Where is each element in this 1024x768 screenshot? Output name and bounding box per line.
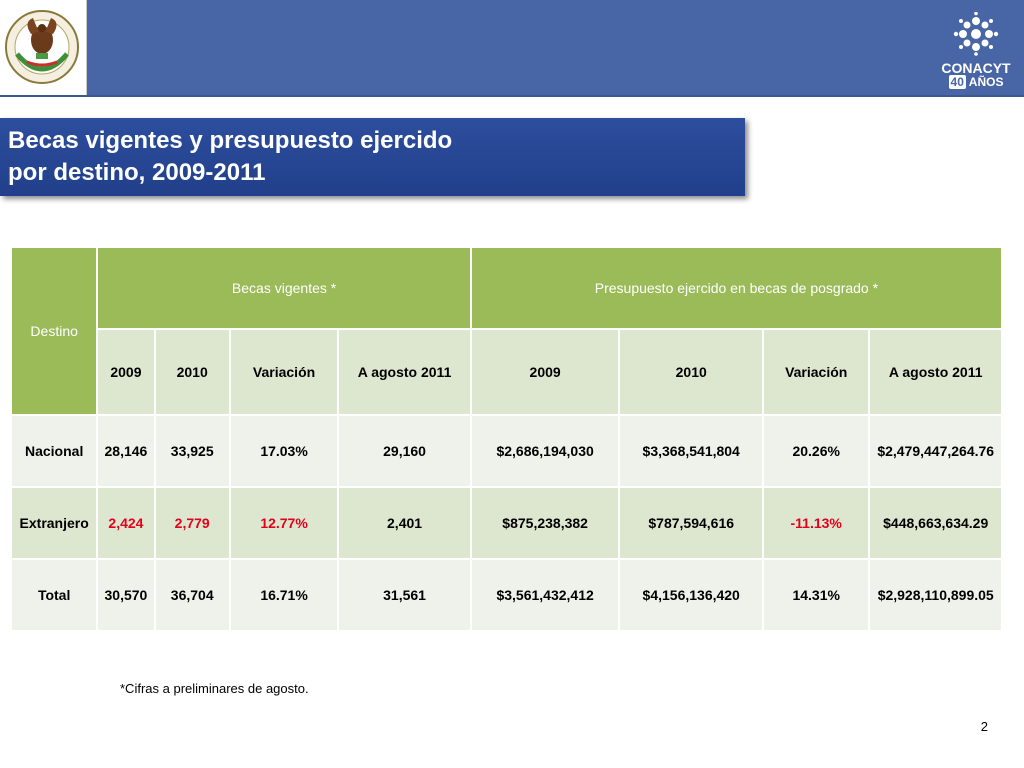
table-cell: 2,779 [155, 488, 229, 558]
title-line-1: Becas vigentes y presupuesto ejercido [8, 127, 453, 154]
subheader-2010-becas: 2010 [155, 330, 229, 414]
table-subheader-row: 2009 2010 Variación A agosto 2011 2009 2… [12, 330, 1001, 414]
table-cell: 2,401 [339, 488, 470, 558]
presupuesto-header: Presupuesto ejercido en becas de posgrad… [471, 248, 1001, 328]
logo-years-word: AÑOS [968, 75, 1004, 89]
table-cell: 2,424 [98, 488, 154, 558]
table-cell: $875,238,382 [471, 488, 619, 558]
table-cell: 28,146 [98, 416, 154, 486]
table-cell: 30,570 [98, 560, 154, 630]
header-bar: CONACYT 40 AÑOS [0, 0, 1024, 97]
subheader-2009-presupuesto: 2009 [471, 330, 619, 414]
mexican-coat-of-arms-seal-icon [5, 10, 79, 84]
row-label: Extranjero [12, 488, 97, 558]
table-cell: $2,928,110,899.05 [870, 560, 1001, 630]
destino-header: Destino [12, 248, 97, 414]
logo-years: 40 AÑOS [936, 75, 1016, 89]
row-label: Nacional [12, 416, 97, 486]
subheader-agosto-becas: A agosto 2011 [339, 330, 470, 414]
table-cell: 36,704 [155, 560, 229, 630]
subheader-agosto-presupuesto: A agosto 2011 [870, 330, 1001, 414]
row-label: Total [12, 560, 97, 630]
table-cell: $2,686,194,030 [471, 416, 619, 486]
becas-vigentes-header: Becas vigentes * [98, 248, 470, 328]
subheader-variacion-presupuesto: Variación [763, 330, 869, 414]
table-row: Total 30,570 36,704 16.71% 31,561 $3,561… [12, 560, 1001, 630]
becas-table: Destino Becas vigentes * Presupuesto eje… [10, 246, 1003, 632]
table-row: Nacional 28,146 33,925 17.03% 29,160 $2,… [12, 416, 1001, 486]
table-cell: $448,663,634.29 [870, 488, 1001, 558]
table-cell: $4,156,136,420 [620, 560, 762, 630]
table-cell: 17.03% [230, 416, 338, 486]
table-cell: 33,925 [155, 416, 229, 486]
table-row: Extranjero 2,424 2,779 12.77% 2,401 $875… [12, 488, 1001, 558]
page-number: 2 [980, 719, 988, 734]
table-cell: 29,160 [339, 416, 470, 486]
table-cell: 31,561 [339, 560, 470, 630]
table-cell: $3,561,432,412 [471, 560, 619, 630]
table-cell: 20.26% [763, 416, 869, 486]
footnote: *Cifras a preliminares de agosto. [120, 681, 309, 696]
table-cell: 12.77% [230, 488, 338, 558]
logo-name: CONACYT [941, 60, 1011, 76]
subheader-variacion-becas: Variación [230, 330, 338, 414]
table-cell: $3,368,541,804 [620, 416, 762, 486]
subheader-2010-presupuesto: 2010 [620, 330, 762, 414]
conacyt-logo: CONACYT 40 AÑOS [936, 11, 1016, 90]
table-cell: $2,479,447,264.76 [870, 416, 1001, 486]
subheader-2009-becas: 2009 [98, 330, 154, 414]
title-line-2: por destino, 2009-2011 [8, 159, 266, 186]
conacyt-dot-logo-icon [953, 11, 999, 56]
table-cell: 16.71% [230, 560, 338, 630]
slide-title: Becas vigentes y presupuesto ejercido po… [0, 118, 745, 196]
table-cell: 14.31% [763, 560, 869, 630]
table-cell: $787,594,616 [620, 488, 762, 558]
table-cell: -11.13% [763, 488, 869, 558]
logo-years-number: 40 [948, 75, 966, 89]
table-header-row: Destino Becas vigentes * Presupuesto eje… [12, 248, 1001, 414]
seal-box [0, 0, 87, 95]
